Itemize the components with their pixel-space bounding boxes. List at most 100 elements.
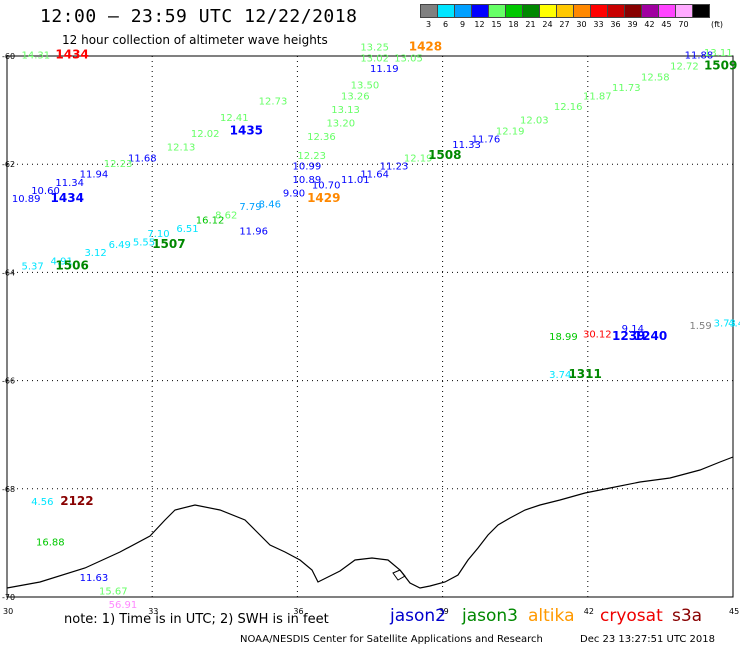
pass-time-label: 1428	[409, 40, 442, 54]
pass-time-label: 1434	[55, 48, 88, 62]
pass-time-label: 1311	[568, 367, 601, 381]
scale-label: 18	[508, 20, 519, 29]
wave-height-label: 30.12	[583, 329, 612, 340]
mission-jason3: jason3	[462, 606, 518, 626]
scale-label: 6	[442, 20, 449, 29]
scale-label: 24	[542, 20, 553, 29]
wave-height-label: 12.19	[404, 153, 433, 164]
lat-tick-label: -64	[2, 268, 15, 277]
wave-height-label: 9.90	[283, 189, 305, 200]
map-subtitle: 12 hour collection of altimeter wave hei…	[62, 33, 328, 47]
wave-height-label: 11.64	[360, 170, 389, 181]
wave-height-label: 12.72	[670, 62, 699, 73]
lat-tick-label: -68	[2, 485, 15, 494]
wave-height-label: 12.03	[520, 116, 549, 127]
wave-height-label: 10.99	[293, 162, 322, 173]
pass-time-label: 1508	[428, 148, 461, 162]
scale-label: 36	[610, 20, 621, 29]
wave-height-label: 10.89	[293, 175, 322, 186]
wave-height-label: 11.34	[55, 178, 84, 189]
wave-height-label: 16.12	[196, 216, 225, 227]
wave-height-color-scale: 3 6 9 12 15 18 21 24 27 30 33 36 39 42 45 70 (ft)	[420, 4, 736, 34]
wave-height-label: 13.02	[360, 53, 389, 64]
pass-time-label: 1434	[51, 191, 84, 205]
wave-height-label: 12.16	[554, 102, 583, 113]
mission-jason2: jason2	[390, 606, 446, 626]
wave-height-label: 15.67	[99, 586, 128, 597]
scale-unit: (ft)	[711, 20, 724, 29]
wave-height-label: 13.50	[351, 80, 380, 91]
pass-time-label: 1506	[55, 259, 88, 273]
wave-height-label: 5.37	[22, 262, 44, 273]
wave-height-label: 12.73	[259, 97, 288, 108]
wave-height-label: 11.68	[128, 153, 157, 164]
wave-height-label: 12.02	[191, 129, 220, 140]
lon-tick-label: 45	[729, 607, 739, 616]
scale-label: 33	[593, 20, 604, 29]
scale-label: 45	[661, 20, 672, 29]
wave-height-label: 11.23	[380, 162, 409, 173]
pass-time-label: 1429	[307, 191, 340, 205]
coast-island	[392, 569, 406, 581]
wave-height-label: 7.10	[147, 229, 169, 240]
lon-tick-label: 42	[584, 607, 594, 616]
wave-height-label: 11.63	[80, 573, 109, 584]
wave-height-label: 12.23	[104, 159, 133, 170]
lat-tick-label: -60	[2, 52, 15, 61]
lon-tick-label: 39	[439, 607, 449, 616]
wave-height-label: 9.14	[622, 324, 644, 335]
wave-height-label: 4.4	[728, 319, 740, 330]
wave-height-label: 3.12	[84, 248, 106, 259]
wave-height-label: 11.73	[612, 83, 641, 94]
wave-height-label: 11.87	[583, 91, 612, 102]
pass-time-label: 1240	[634, 329, 667, 343]
lat-tick-label: -62	[2, 160, 15, 169]
lon-tick-label: 33	[148, 607, 158, 616]
wave-height-label: 13.05	[394, 53, 423, 64]
wave-height-label: 12.19	[496, 126, 525, 137]
wave-height-label: 11.76	[472, 135, 501, 146]
wave-height-label: 13.25	[360, 43, 389, 54]
wave-height-label: 18.99	[549, 332, 578, 343]
wave-height-label: 11.96	[239, 227, 268, 238]
scale-label: 42	[644, 20, 655, 29]
wave-height-label: 11.01	[341, 175, 370, 186]
wave-height-label: 6.51	[176, 224, 198, 235]
pass-time-label: 1507	[152, 237, 185, 251]
scale-swatch	[692, 4, 710, 18]
wave-height-label: 5.55	[133, 237, 155, 248]
wave-height-label: 13.11	[704, 48, 733, 59]
wave-height-label: 4.91	[51, 256, 73, 267]
wave-height-label: 16.88	[36, 538, 65, 549]
footer-note: note: 1) Time is in UTC; 2) SWH is in fe…	[64, 612, 329, 627]
lat-tick-label: -66	[2, 377, 15, 386]
pass-time-label: 2122	[60, 494, 93, 508]
wave-height-label: 11.94	[80, 170, 109, 181]
scale-label: 9	[459, 20, 466, 29]
scale-label: 21	[525, 20, 536, 29]
scale-label: 15	[491, 20, 502, 29]
scale-label: 70	[678, 20, 689, 29]
wave-height-label: 11.19	[370, 64, 399, 75]
wave-height-label: 56.91	[109, 600, 138, 611]
wave-height-label: 12.41	[220, 113, 249, 124]
wave-height-label: 13.20	[326, 118, 355, 129]
wave-height-label: 6.49	[109, 240, 131, 251]
wave-height-label: 13.13	[331, 105, 360, 116]
pass-time-label: 1239	[612, 329, 645, 343]
pass-time-label: 1509	[704, 59, 737, 73]
scale-label: 27	[559, 20, 570, 29]
wave-height-label: 12.13	[167, 143, 196, 154]
coastline	[6, 456, 734, 589]
generated-timestamp: Dec 23 13:27:51 UTC 2018	[580, 634, 715, 645]
wave-height-label: 10.89	[12, 194, 41, 205]
scale-label: 3	[425, 20, 432, 29]
credit-text: NOAA/NESDIS Center for Satellite Applica…	[240, 634, 543, 645]
wave-height-label: 12.58	[641, 72, 670, 83]
mission-s3a: s3a	[672, 606, 703, 626]
wave-height-label: 4.56	[31, 497, 53, 508]
mission-altika: altika	[528, 606, 575, 626]
scale-label: 39	[627, 20, 638, 29]
